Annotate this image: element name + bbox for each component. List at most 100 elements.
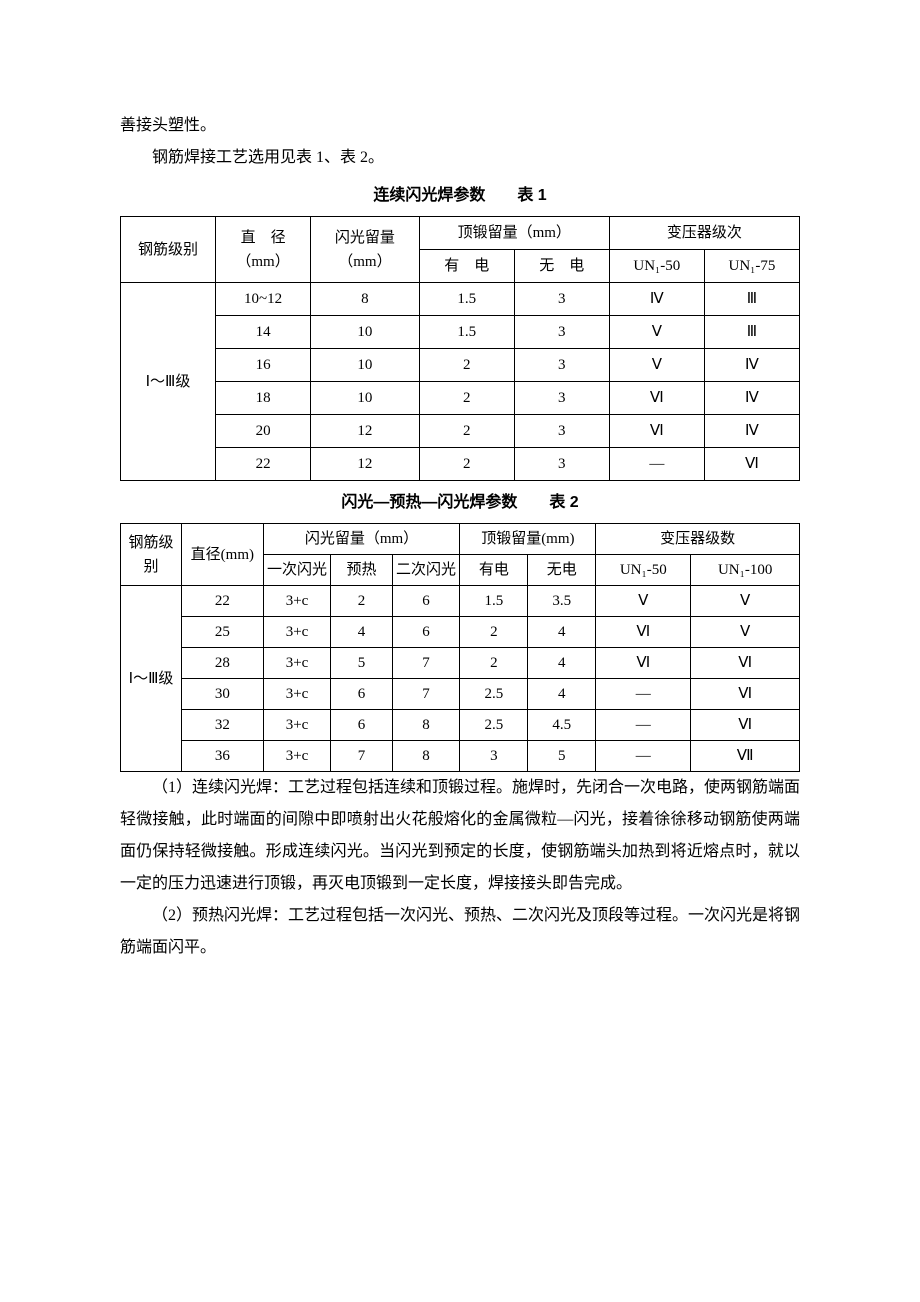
t2-cell: — xyxy=(596,741,691,772)
t2-h-col1: 钢筋级别 xyxy=(121,524,182,586)
t2-cell: 3+c xyxy=(263,617,331,648)
t2-cell: 32 xyxy=(182,710,263,741)
t1-cell: 3 xyxy=(514,448,609,481)
t1-cell: Ⅳ xyxy=(704,415,799,448)
t2-rowhead: Ⅰ～Ⅲ级 xyxy=(121,586,182,772)
t2-cell: 5 xyxy=(331,648,392,679)
t2-h-grp5: 变压器级数 xyxy=(596,524,800,555)
table-row: Ⅰ～Ⅲ级 10~12 8 1.5 3 Ⅳ Ⅲ xyxy=(121,283,800,316)
t2-h-col2: 直径(mm) xyxy=(182,524,263,586)
outro-p2: （2）预热闪光焊：工艺过程包括一次闪光、预热、二次闪光及顶段等过程。一次闪光是将… xyxy=(120,900,800,964)
t2-cell: Ⅵ xyxy=(691,648,800,679)
t2-cell: 3+c xyxy=(263,586,331,617)
t1-h-col3: 闪光留量（mm） xyxy=(311,217,420,283)
t1-cell: 14 xyxy=(216,316,311,349)
page: 善接头塑性。 钢筋焊接工艺选用见表 1、表 2。 连续闪光焊参数 表 1 钢筋级… xyxy=(0,0,920,1302)
t2-cell: 6 xyxy=(331,710,392,741)
t1-cell: 18 xyxy=(216,382,311,415)
t2-cell: 3+c xyxy=(263,648,331,679)
t1-cell: 22 xyxy=(216,448,311,481)
t2-cell: Ⅵ xyxy=(596,617,691,648)
t1-cell: Ⅵ xyxy=(609,415,704,448)
t2-cell: — xyxy=(596,679,691,710)
t2-cell: 2 xyxy=(331,586,392,617)
t2-cell: 22 xyxy=(182,586,263,617)
outro-p1: （1）连续闪光焊：工艺过程包括连续和顶锻过程。施焊时，先闭合一次电路，使两钢筋端… xyxy=(120,772,800,900)
table-row: 14 10 1.5 3 Ⅴ Ⅲ xyxy=(121,316,800,349)
t1-cell: 2 xyxy=(419,382,514,415)
t1-cell: 1.5 xyxy=(419,283,514,316)
t1-h-col1: 钢筋级别 xyxy=(121,217,216,283)
t2-cell: Ⅵ xyxy=(691,679,800,710)
table-row: 36 3+c 7 8 3 5 — Ⅶ xyxy=(121,741,800,772)
t1-h-col5b: UN₁-75 xyxy=(704,250,799,283)
t2-h-grp3: 闪光留量（mm） xyxy=(263,524,460,555)
t2-h-grp4: 顶锻留量(mm) xyxy=(460,524,596,555)
intro-line1: 善接头塑性。 xyxy=(120,110,800,142)
t1-cell: 20 xyxy=(216,415,311,448)
t1-h-col4b: 无 电 xyxy=(514,250,609,283)
table-row: 18 10 2 3 Ⅵ Ⅳ xyxy=(121,382,800,415)
t1-cell: 10 xyxy=(311,349,420,382)
t1-cell: 1.5 xyxy=(419,316,514,349)
t1-h-col2: 直 径（mm） xyxy=(216,217,311,283)
t1-cell: Ⅴ xyxy=(609,316,704,349)
t2-cell: Ⅶ xyxy=(691,741,800,772)
t2-cell: 6 xyxy=(392,617,460,648)
table2: 钢筋级别 直径(mm) 闪光留量（mm） 顶锻留量(mm) 变压器级数 一次闪光… xyxy=(120,523,800,772)
t2-cell: 2 xyxy=(460,617,528,648)
t2-cell: 8 xyxy=(392,710,460,741)
t1-cell: Ⅳ xyxy=(704,382,799,415)
table-row: 16 10 2 3 Ⅴ Ⅳ xyxy=(121,349,800,382)
t2-cell: Ⅵ xyxy=(596,648,691,679)
t2-cell: 2 xyxy=(460,648,528,679)
table-row: 32 3+c 6 8 2.5 4.5 — Ⅵ xyxy=(121,710,800,741)
t1-h-grp4: 顶锻留量（mm） xyxy=(419,217,609,250)
t1-h-col4a: 有 电 xyxy=(419,250,514,283)
t2-cell: 7 xyxy=(392,679,460,710)
t1-cell: — xyxy=(609,448,704,481)
table2-title: 闪光—预热—闪光焊参数 表 2 xyxy=(120,487,800,519)
t2-cell: 2.5 xyxy=(460,679,528,710)
t1-h-col5a: UN₁-50 xyxy=(609,250,704,283)
table1-title: 连续闪光焊参数 表 1 xyxy=(120,180,800,212)
t2-cell: 4 xyxy=(528,679,596,710)
t2-cell: 3 xyxy=(460,741,528,772)
t2-cell: 4 xyxy=(528,617,596,648)
t2-cell: 25 xyxy=(182,617,263,648)
t2-cell: 3+c xyxy=(263,741,331,772)
t1-cell: 2 xyxy=(419,415,514,448)
t2-cell: 7 xyxy=(331,741,392,772)
table2-header-row1: 钢筋级别 直径(mm) 闪光留量（mm） 顶锻留量(mm) 变压器级数 xyxy=(121,524,800,555)
t1-cell: 2 xyxy=(419,349,514,382)
t2-cell: 2.5 xyxy=(460,710,528,741)
t2-cell: — xyxy=(596,710,691,741)
t2-cell: 4.5 xyxy=(528,710,596,741)
table1-header-row1: 钢筋级别 直 径（mm） 闪光留量（mm） 顶锻留量（mm） 变压器级次 xyxy=(121,217,800,250)
t1-cell: 3 xyxy=(514,415,609,448)
t2-h-col3a: 一次闪光 xyxy=(263,555,331,586)
t2-cell: 6 xyxy=(392,586,460,617)
t1-cell: 3 xyxy=(514,349,609,382)
t2-h-col4a: 有电 xyxy=(460,555,528,586)
t2-cell: Ⅴ xyxy=(691,586,800,617)
t1-cell: 12 xyxy=(311,448,420,481)
t1-cell: 10 xyxy=(311,316,420,349)
t2-h-col3c: 二次闪光 xyxy=(392,555,460,586)
t2-cell: 4 xyxy=(331,617,392,648)
t2-cell: 3+c xyxy=(263,679,331,710)
t1-cell: Ⅳ xyxy=(609,283,704,316)
table-row: 28 3+c 5 7 2 4 Ⅵ Ⅵ xyxy=(121,648,800,679)
t1-cell: 8 xyxy=(311,283,420,316)
t2-cell: 5 xyxy=(528,741,596,772)
t2-cell: 28 xyxy=(182,648,263,679)
t1-cell: Ⅵ xyxy=(704,448,799,481)
t1-cell: 3 xyxy=(514,316,609,349)
intro-line2: 钢筋焊接工艺选用见表 1、表 2。 xyxy=(120,142,800,174)
t2-h-col3b: 预热 xyxy=(331,555,392,586)
t1-cell: 16 xyxy=(216,349,311,382)
t1-cell: 3 xyxy=(514,382,609,415)
t2-h-col5b: UN₁-100 xyxy=(691,555,800,586)
t2-cell: Ⅴ xyxy=(596,586,691,617)
t2-h-col5a: UN₁-50 xyxy=(596,555,691,586)
